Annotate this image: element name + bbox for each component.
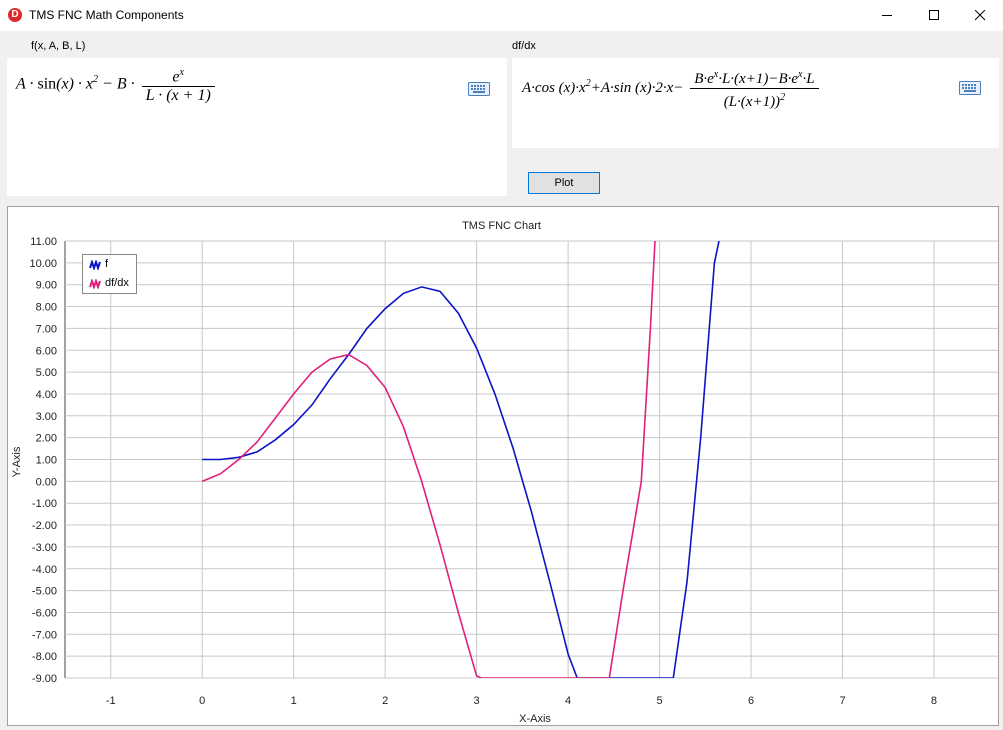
chart-grid [64,240,998,679]
y-tick-label: 11.00 [30,236,57,248]
y-tick-label: 2.00 [36,433,57,445]
x-tick-label: 8 [931,695,937,707]
chart-series [201,241,720,678]
title-bar: D TMS FNC Math Components [0,0,1003,31]
close-icon [975,10,986,21]
y-tick-label: -8.00 [32,651,57,663]
chart-title: TMS FNC Chart [462,220,541,232]
x-tick-label: 7 [839,695,845,707]
y-tick-label: -6.00 [32,607,57,619]
y-tick-label: -7.00 [32,629,57,641]
chart-area: TMS FNC Chart 11.00 10.00 9.00 8.00 7.00 6.00… [7,206,999,726]
chart-svg: TMS FNC Chart 11.0010.009.008.007.006.00… [11,220,998,725]
y-axis-label: Y-Axis [11,446,23,477]
y-tick-label: -5.00 [32,586,57,598]
y-tick-label: 0.00 [36,476,57,488]
derivative-formula: A·cos (x)·x2+A·sin (x)·2·x− B·ex·L·(x+1)… [522,66,822,111]
x-tick-label: 5 [656,695,662,707]
x-tick-label: -1 [106,695,116,707]
maximize-button[interactable] [912,0,958,31]
derivative-label: df/dx [512,40,536,52]
x-tick-label: 6 [748,695,754,707]
keyboard-icon[interactable] [959,81,981,95]
y-tick-label: -2.00 [32,520,57,532]
window-title: TMS FNC Math Components [29,8,184,22]
maximize-icon [929,10,939,20]
function-editor[interactable]: A · sin(x) · x2 − B · ex L · (x + 1) [7,58,507,196]
series-line-f [202,241,720,678]
series-line-dfdx [201,241,656,678]
x-tick-label: 3 [474,695,480,707]
y-tick-label: 4.00 [36,389,57,401]
y-tick-label: -4.00 [32,564,57,576]
y-tick-label: 10.00 [29,258,57,270]
y-tick-label: 3.00 [36,411,57,423]
y-tick-label: 9.00 [36,280,57,292]
y-tick-label: -3.00 [32,542,57,554]
chart-ticks: 11.0010.009.008.007.006.005.004.003.002.… [29,236,937,707]
y-tick-label: 5.00 [36,367,57,379]
chart-legend: f df/dx [82,254,137,294]
y-tick-label: -1.00 [32,498,57,510]
y-tick-label: 8.00 [36,302,57,314]
plot-button[interactable]: Plot [528,172,600,194]
derivative-editor[interactable]: A·cos (x)·x2+A·sin (x)·2·x− B·ex·L·(x+1)… [512,58,999,148]
keyboard-icon[interactable] [468,82,490,96]
close-button[interactable] [958,0,1003,31]
legend-line-icon [89,260,101,270]
y-tick-label: -9.00 [32,673,57,685]
function-label: f(x, A, B, L) [31,40,86,52]
y-tick-label: 1.00 [36,455,57,467]
minimize-button[interactable] [865,0,911,31]
y-tick-label: 6.00 [36,345,57,357]
function-formula: A · sin(x) · x2 − B · ex L · (x + 1) [16,64,218,105]
x-tick-label: 1 [291,695,297,707]
app-icon: D [8,8,22,22]
minimize-icon [882,15,892,16]
x-tick-label: 2 [382,695,388,707]
function-fraction: ex L · (x + 1) [141,64,215,105]
derivative-fraction: B·ex·L·(x+1)−B·ex·L (L·(x+1))2 [690,66,819,111]
x-tick-label: 0 [199,695,205,707]
x-axis-label: X-Axis [519,713,551,725]
y-tick-label: 7.00 [36,323,57,335]
x-tick-label: 4 [565,695,571,707]
legend-line-icon [89,279,101,289]
